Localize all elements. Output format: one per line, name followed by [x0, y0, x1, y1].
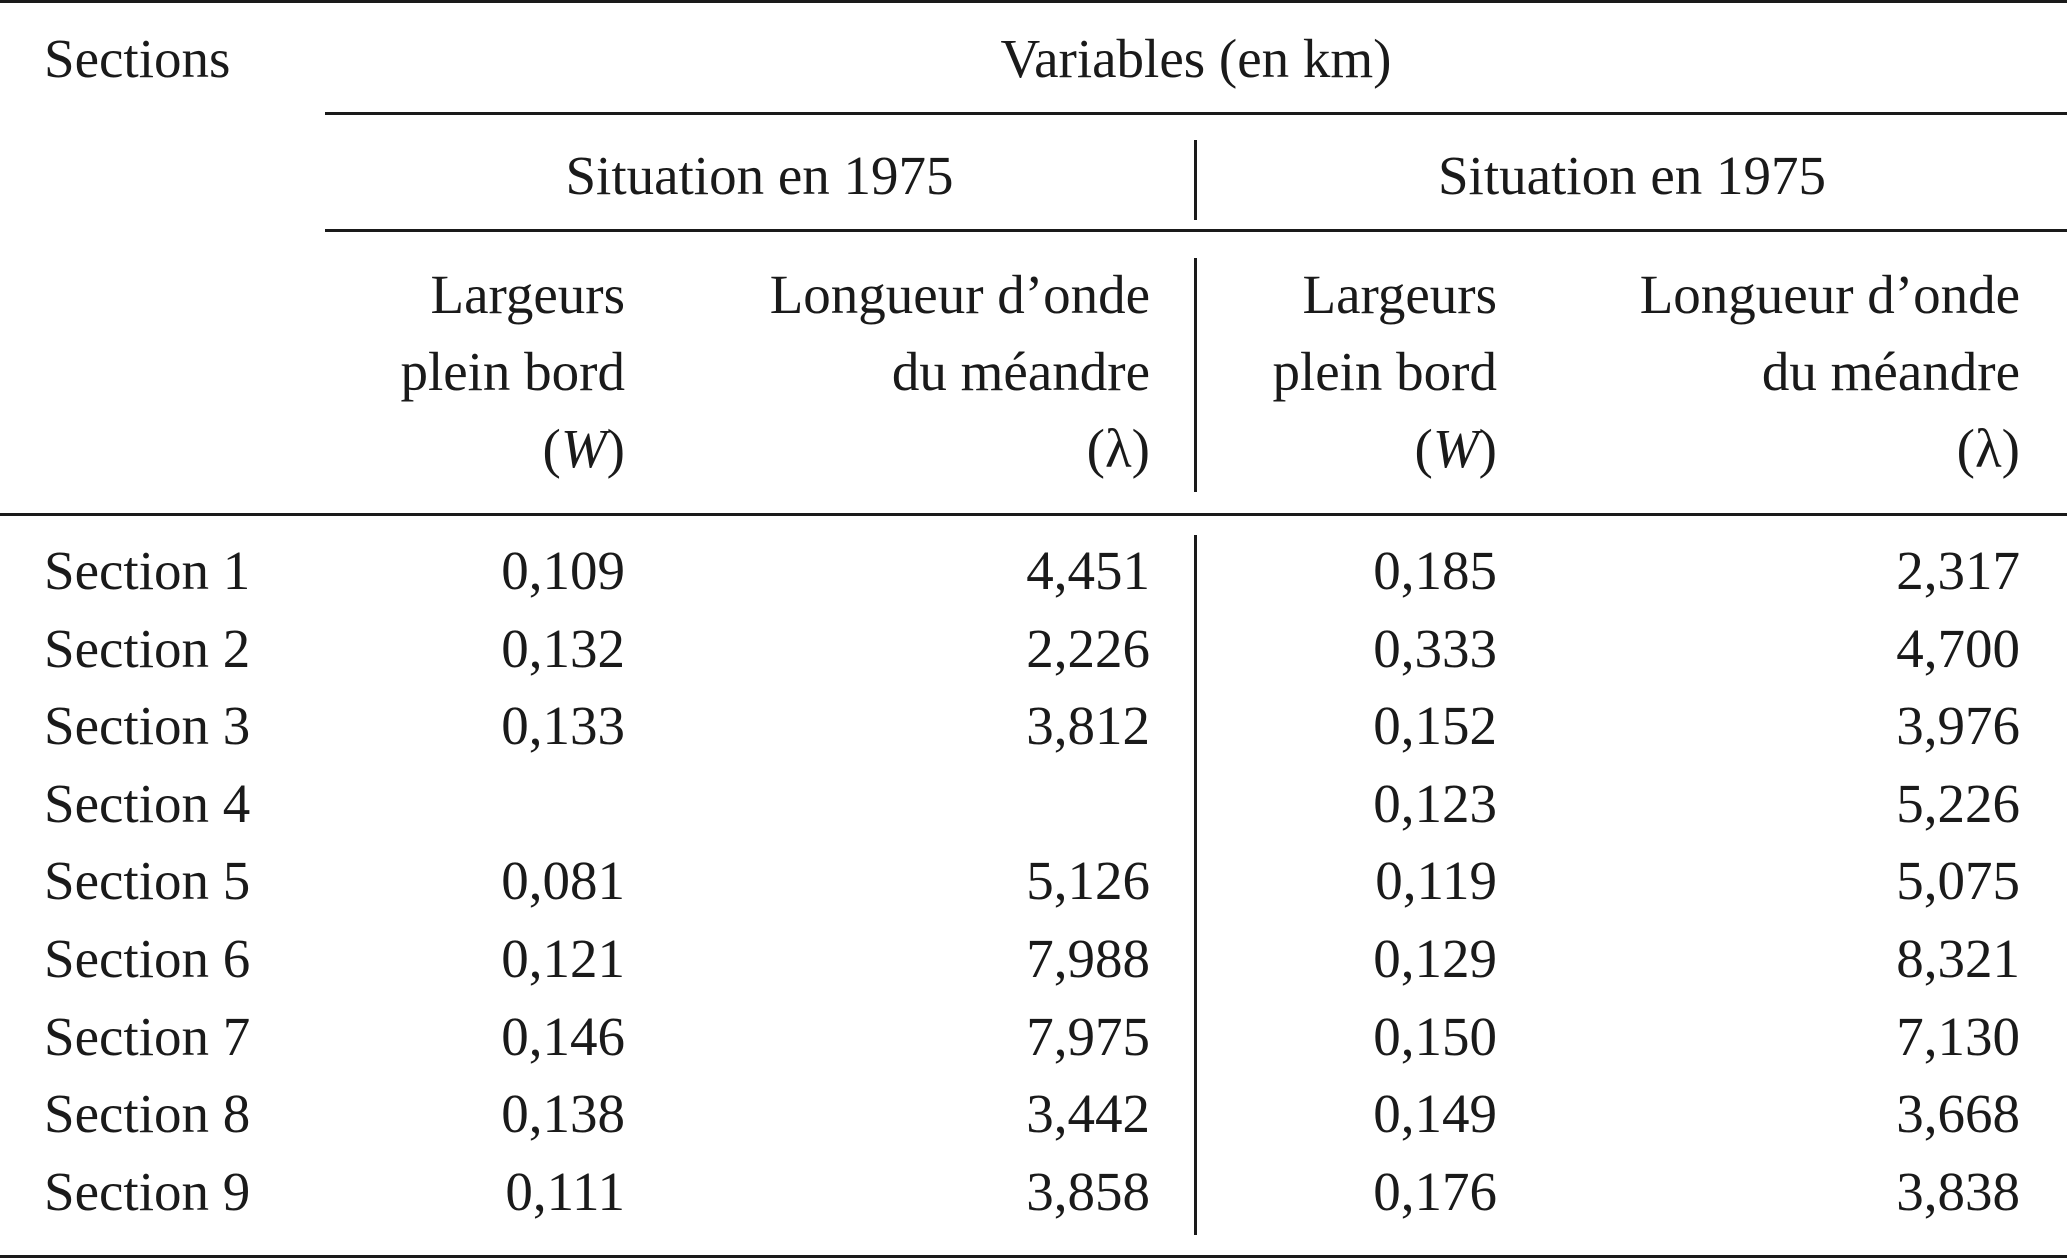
- subheader-col1-symbol: (W): [542, 418, 625, 479]
- value-cell: 7,988: [1026, 928, 1150, 989]
- value-cell: 0,138: [501, 1083, 625, 1144]
- section-label: Section 2: [44, 618, 251, 679]
- section-label: Section 5: [44, 850, 251, 911]
- section-label: Section 4: [44, 773, 251, 834]
- value-cell: 0,149: [1373, 1083, 1497, 1144]
- subheader-col3-line1: Largeurs: [1302, 264, 1497, 325]
- group-divider-sub: [1194, 258, 1197, 492]
- section-label: Section 8: [44, 1083, 251, 1144]
- value-cell: 0,132: [501, 618, 625, 679]
- value-cell: 3,976: [1896, 695, 2020, 756]
- subheader-col1-line1: Largeurs: [430, 264, 625, 325]
- subheader-col3-symbol: (W): [1414, 418, 1497, 479]
- value-cell: 3,812: [1026, 695, 1150, 756]
- value-cell: 0,333: [1373, 618, 1497, 679]
- section-label: Section 7: [44, 1006, 251, 1067]
- value-cell: 8,321: [1896, 928, 2020, 989]
- value-cell: 0,119: [1375, 850, 1497, 911]
- subheader-col4-line2: du méandre: [1761, 341, 2020, 402]
- subheader-col2-line2: du méandre: [891, 341, 1150, 402]
- value-cell: 4,700: [1896, 618, 2020, 679]
- value-cell: 0,129: [1373, 928, 1497, 989]
- subheader-col1-line2: plein bord: [400, 341, 625, 402]
- value-cell: 0,176: [1373, 1161, 1497, 1222]
- subheader-col2-line1: Longueur d’onde: [769, 264, 1150, 325]
- header-bottom-rule: [0, 513, 2067, 516]
- subheader-col4-symbol: (λ): [1956, 418, 2020, 479]
- value-cell: 0,081: [501, 850, 625, 911]
- value-cell: 3,838: [1896, 1161, 2020, 1222]
- value-cell: 4,451: [1026, 540, 1150, 601]
- value-cell: 0,152: [1373, 695, 1497, 756]
- subheader-col3-line2: plein bord: [1272, 341, 1497, 402]
- value-cell: 3,858: [1026, 1161, 1150, 1222]
- value-cell: 0,121: [501, 928, 625, 989]
- subgroup-rule: [325, 229, 2067, 232]
- subheader-col2-symbol: (λ): [1086, 418, 1150, 479]
- section-label: Section 9: [44, 1161, 251, 1222]
- value-cell: 7,130: [1896, 1006, 2020, 1067]
- value-cell: 0,111: [505, 1161, 625, 1222]
- value-cell: 7,975: [1026, 1006, 1150, 1067]
- section-label: Section 1: [44, 540, 251, 601]
- group-rule: [325, 112, 2067, 115]
- bottom-rule: [0, 1255, 2067, 1258]
- section-label: Section 3: [44, 695, 251, 756]
- value-cell: 3,668: [1896, 1083, 2020, 1144]
- value-cell: 5,126: [1026, 850, 1150, 911]
- section-label: Section 6: [44, 928, 251, 989]
- group-header-1: Situation en 1975: [565, 145, 954, 206]
- group-divider-body: [1194, 535, 1197, 1235]
- value-cell: 5,075: [1896, 850, 2020, 911]
- value-cell: 0,185: [1373, 540, 1497, 601]
- value-cell: 0,150: [1373, 1006, 1497, 1067]
- value-cell: 0,133: [501, 695, 625, 756]
- top-rule: [0, 0, 2067, 3]
- stub-header: Sections: [44, 28, 231, 89]
- value-cell: 0,123: [1373, 773, 1497, 834]
- value-cell: 2,226: [1026, 618, 1150, 679]
- top-header: Variables (en km): [1000, 28, 1392, 89]
- value-cell: 3,442: [1026, 1083, 1150, 1144]
- group-header-2: Situation en 1975: [1437, 145, 1827, 206]
- symbol-w: W: [1432, 418, 1479, 479]
- subheader-col4-line1: Longueur d’onde: [1639, 264, 2020, 325]
- symbol-lambda: λ: [1975, 418, 2002, 479]
- group-divider-top: [1194, 140, 1197, 220]
- value-cell: 2,317: [1896, 540, 2020, 601]
- value-cell: 0,109: [501, 540, 625, 601]
- value-cell: 0,146: [501, 1006, 625, 1067]
- symbol-w: W: [560, 418, 607, 479]
- symbol-lambda: λ: [1105, 418, 1132, 479]
- value-cell: 5,226: [1896, 773, 2020, 834]
